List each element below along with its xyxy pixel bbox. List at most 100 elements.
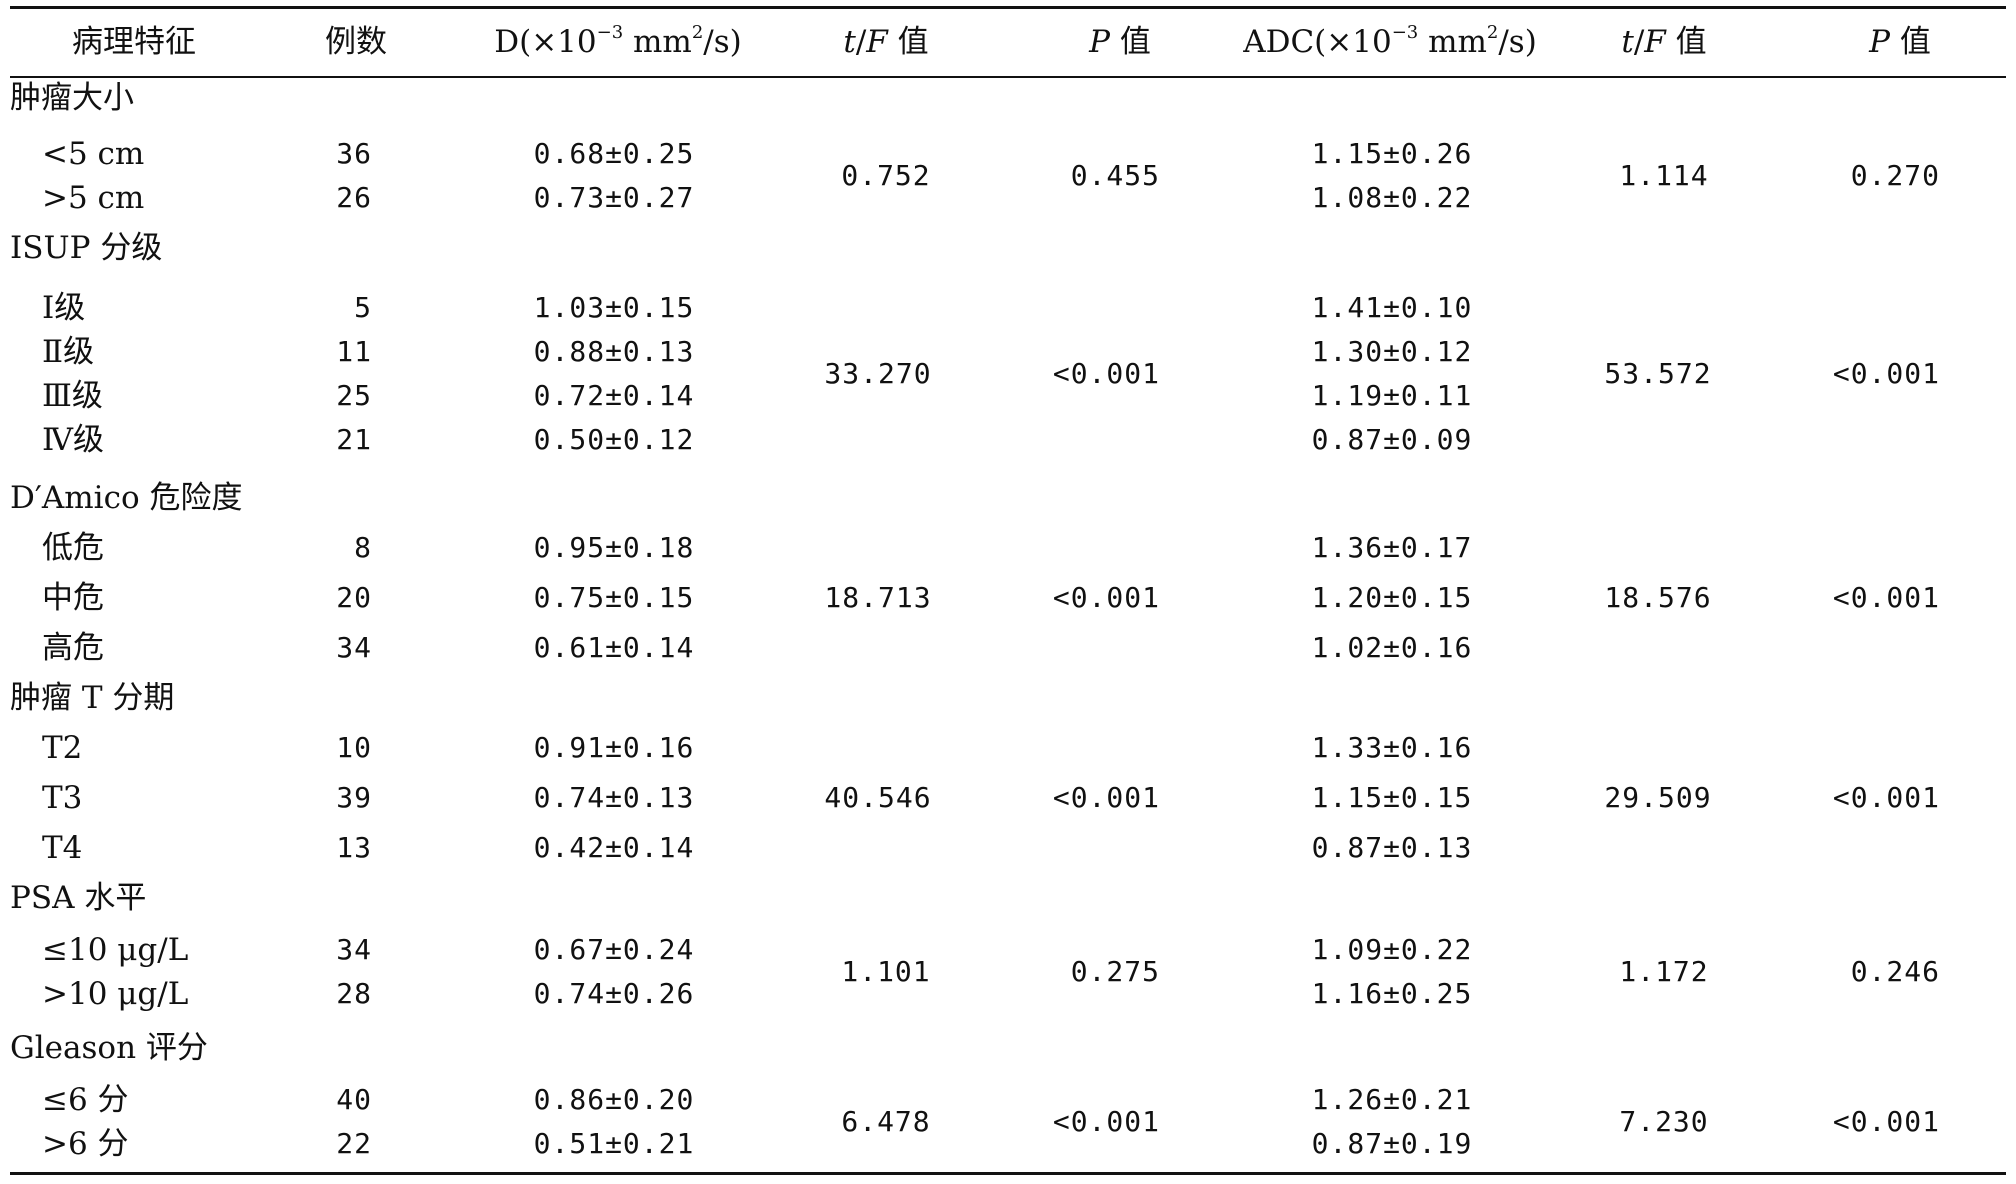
group-tf-d: 0.752 (841, 159, 931, 192)
header-p-d-p: P (1089, 24, 1110, 60)
header-tf-adc-label: 值 (1665, 24, 1707, 60)
table-header-rule (10, 76, 2006, 78)
header-tf-d-f: F (866, 24, 888, 60)
row-label: Ⅱ级 (42, 334, 95, 370)
header-d-unit-exponent: 2 (691, 22, 704, 43)
row-adc-value: 1.41±0.10 (1311, 291, 1473, 324)
row-count: 26 (336, 181, 372, 214)
row-count: 39 (336, 781, 372, 814)
table-bottom-rule (10, 1172, 2006, 1175)
group-p-adc: <0.001 (1832, 781, 1940, 814)
row-d-value: 0.75±0.15 (533, 581, 695, 614)
header-tf-adc: t/F 值 (1621, 22, 1706, 62)
header-count: 例数 (325, 24, 387, 60)
header-tf-d-slash: / (855, 24, 867, 60)
row-d-value: 0.68±0.25 (533, 137, 695, 170)
row-adc-value: 1.33±0.16 (1311, 731, 1473, 764)
row-d-value: 0.74±0.26 (533, 977, 695, 1010)
row-label: >10 μg/L (42, 976, 189, 1012)
header-tf-d: t/F 值 (843, 22, 928, 62)
group-title-t-stage: 肿瘤 T 分期 (10, 680, 175, 716)
header-adc-exponent: −3 (1391, 22, 1419, 43)
group-title-tumor-size: 肿瘤大小 (10, 80, 134, 116)
group-tf-d: 40.546 (824, 781, 932, 814)
row-count: 21 (336, 423, 372, 456)
row-adc-value: 1.15±0.26 (1311, 137, 1473, 170)
group-title-isup: ISUP 分级 (10, 230, 163, 266)
row-d-value: 0.42±0.14 (533, 831, 695, 864)
header-tf-adc-f: F (1644, 24, 1666, 60)
header-adc-prefix: ADC(×10 (1243, 24, 1392, 60)
group-tf-adc: 18.576 (1604, 581, 1712, 614)
row-label: T2 (42, 730, 83, 766)
group-p-d: <0.001 (1052, 781, 1160, 814)
header-d: D(×10−3 mm2/s) (494, 22, 741, 62)
header-p-adc-p: P (1869, 24, 1890, 60)
group-p-d: <0.001 (1052, 581, 1160, 614)
group-p-d: 0.275 (1070, 955, 1160, 988)
row-count: 25 (336, 379, 372, 412)
row-count: 40 (336, 1083, 372, 1116)
header-tf-adc-t: t (1621, 24, 1634, 60)
row-adc-value: 0.87±0.19 (1311, 1127, 1473, 1160)
group-tf-adc: 1.172 (1619, 955, 1709, 988)
row-adc-value: 1.20±0.15 (1311, 581, 1473, 614)
row-adc-value: 1.36±0.17 (1311, 531, 1473, 564)
row-count: 28 (336, 977, 372, 1010)
row-label: >5 cm (42, 180, 145, 216)
row-count: 8 (354, 531, 372, 564)
row-adc-value: 1.15±0.15 (1311, 781, 1473, 814)
header-adc-unit: mm (1418, 24, 1487, 60)
header-tf-d-label: 值 (887, 24, 929, 60)
row-count: 34 (336, 631, 372, 664)
header-tf-d-t: t (843, 24, 856, 60)
group-tf-adc: 1.114 (1619, 159, 1709, 192)
group-tf-adc: 7.230 (1619, 1105, 1709, 1138)
row-d-value: 0.88±0.13 (533, 335, 695, 368)
row-d-value: 0.91±0.16 (533, 731, 695, 764)
group-tf-d: 33.270 (824, 357, 932, 390)
row-adc-value: 0.87±0.09 (1311, 423, 1473, 456)
group-tf-d: 18.713 (824, 581, 932, 614)
group-p-d: <0.001 (1052, 1105, 1160, 1138)
row-label: 高危 (42, 630, 104, 666)
row-label: <5 cm (42, 136, 145, 172)
row-count: 10 (336, 731, 372, 764)
table-top-rule (10, 6, 2006, 9)
header-d-prefix: D(×10 (494, 24, 597, 60)
row-label: >6 分 (42, 1126, 129, 1162)
header-tf-adc-slash: / (1633, 24, 1645, 60)
header-adc-suffix: /s) (1498, 24, 1537, 60)
row-adc-value: 0.87±0.13 (1311, 831, 1473, 864)
header-p-adc: P 值 (1869, 22, 1931, 62)
group-p-d: <0.001 (1052, 357, 1160, 390)
group-tf-d: 6.478 (841, 1105, 931, 1138)
row-count: 22 (336, 1127, 372, 1160)
row-adc-value: 1.08±0.22 (1311, 181, 1473, 214)
row-d-value: 0.51±0.21 (533, 1127, 695, 1160)
header-adc-unit-exponent: 2 (1486, 22, 1499, 43)
row-count: 36 (336, 137, 372, 170)
row-d-value: 0.95±0.18 (533, 531, 695, 564)
row-count: 11 (336, 335, 372, 368)
row-label: ≤10 μg/L (42, 932, 189, 968)
header-d-unit: mm (623, 24, 692, 60)
row-d-value: 1.03±0.15 (533, 291, 695, 324)
group-title-damico: D′Amico 危险度 (10, 480, 243, 516)
group-p-adc: <0.001 (1832, 357, 1940, 390)
row-adc-value: 1.02±0.16 (1311, 631, 1473, 664)
row-d-value: 0.67±0.24 (533, 933, 695, 966)
row-adc-value: 1.16±0.25 (1311, 977, 1473, 1010)
row-d-value: 0.74±0.13 (533, 781, 695, 814)
row-label: T4 (42, 830, 83, 866)
row-label: Ⅲ级 (42, 378, 103, 414)
row-d-value: 0.61±0.14 (533, 631, 695, 664)
group-tf-d: 1.101 (841, 955, 931, 988)
group-p-adc: <0.001 (1832, 581, 1940, 614)
group-tf-adc: 53.572 (1604, 357, 1712, 390)
group-tf-adc: 29.509 (1604, 781, 1712, 814)
row-label: Ⅳ级 (42, 422, 104, 458)
header-p-d: P 值 (1089, 22, 1151, 62)
row-count: 13 (336, 831, 372, 864)
